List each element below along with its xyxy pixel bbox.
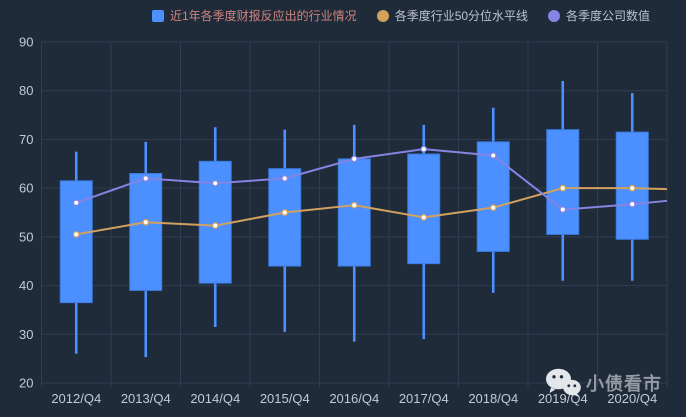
company-value-point[interactable] [142,175,150,182]
candle-body[interactable] [407,153,441,265]
x-axis-tick-label: 2017/Q4 [399,391,449,406]
industry-median-point[interactable] [628,184,636,192]
candle-body[interactable] [129,173,163,291]
y-axis-tick-label: 60 [19,181,33,196]
y-axis-tick-label: 30 [19,327,33,342]
y-axis-tick-label: 70 [19,132,33,147]
company-value-point[interactable] [420,145,428,153]
x-axis-tick-label: 2014/Q4 [190,391,240,406]
y-axis-tick-label: 20 [19,376,33,391]
company-value-line [75,148,668,211]
x-axis-tick-label: 2020/Q4 [607,391,657,406]
x-axis-tick-label: 2013/Q4 [121,391,171,406]
y-axis-tick-label: 50 [19,229,33,244]
x-axis-tick-label: 2015/Q4 [260,391,310,406]
legend-label: 各季度行业50分位水平线 [394,9,529,23]
x-axis-tick-label: 2018/Q4 [468,391,518,406]
y-axis-tick-label: 80 [19,83,33,98]
company-value-point[interactable] [72,199,80,207]
industry-median-point[interactable] [489,204,497,211]
company-value-point[interactable] [350,155,358,163]
company-value-point[interactable] [281,175,289,182]
x-axis-tick-label: 2016/Q4 [329,391,379,406]
industry-median-point[interactable] [281,209,289,216]
candle-body[interactable] [546,129,580,235]
x-axis-tick-label: 2012/Q4 [51,391,101,406]
legend-label: 各季度公司数值 [566,9,651,23]
candle-body[interactable] [268,168,302,267]
legend-item-industry-median-line[interactable]: 各季度行业50分位水平线 [376,8,529,24]
y-axis-tick-label: 90 [19,35,33,50]
company-value-point[interactable] [559,206,567,213]
industry-median-point[interactable] [350,201,358,209]
legend: 近1年各季度财报反应出的行业情况 各季度行业50分位水平线 各季度公司数值 [152,8,650,24]
x-axis-tick-label: 2019/Q4 [538,391,588,406]
industry-median-point[interactable] [142,218,150,226]
median-line-legend-marker-icon [376,10,389,22]
legend-label: 近1年各季度财报反应出的行业情况 [170,9,357,23]
company-line-legend-marker-icon [548,10,561,22]
candle-body[interactable] [198,160,232,284]
candle-body[interactable] [476,141,510,252]
industry-median-point[interactable] [559,184,567,192]
candle-body[interactable] [337,158,371,267]
industry-median-point[interactable] [211,222,219,230]
industry-median-point[interactable] [420,214,428,221]
legend-item-company-value-line[interactable]: 各季度公司数值 [548,8,650,24]
company-value-point[interactable] [211,179,219,187]
company-value-point[interactable] [489,152,497,159]
industry-median-point[interactable] [72,231,80,238]
industry-median-line [76,187,668,236]
y-axis-tick-label: 40 [19,278,33,293]
candlestick-series-legend-marker-icon [152,10,164,22]
legend-item-industry-candlestick[interactable]: 近1年各季度财报反应出的行业情况 [152,8,357,24]
company-value-point[interactable] [628,200,636,208]
